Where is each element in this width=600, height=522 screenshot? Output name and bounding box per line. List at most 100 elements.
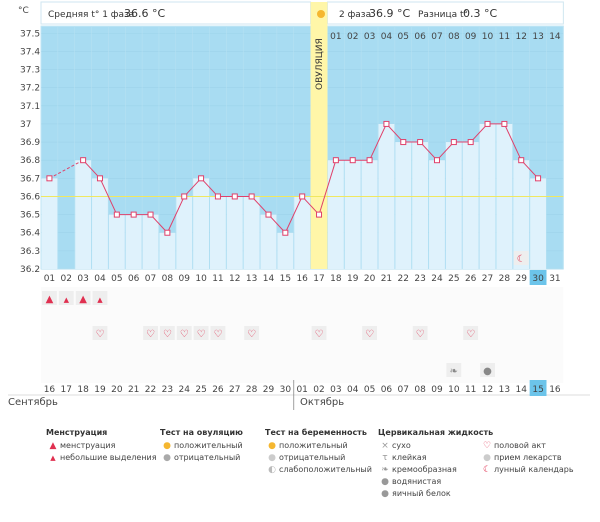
temperature-bar: [530, 178, 546, 269]
series-point: [231, 193, 238, 200]
date-label: 11: [465, 385, 476, 395]
legend-item: слабоположительный: [279, 465, 372, 474]
series-point: [198, 175, 205, 182]
post-ovulation-day: 06: [414, 32, 426, 42]
legend-menstruation: Менструация ▲ менструация ▲ небольшие выде…: [46, 428, 157, 464]
heart-icon: ♡: [365, 329, 374, 340]
temperature-bar: [294, 196, 311, 269]
cycle-day-label: 26: [465, 274, 477, 284]
series-segment: [284, 196, 303, 233]
legend-item: небольшие выделения: [60, 453, 157, 462]
cycle-day-label: 31: [549, 274, 560, 284]
creamy-mucus-icon: ❧: [450, 366, 458, 377]
temperature-bar: [125, 214, 142, 269]
date-label: 02: [313, 385, 324, 395]
temperature-bar: [429, 160, 445, 269]
series-segment: [419, 141, 438, 161]
series-point: [383, 120, 390, 127]
cycle-day-label: 23: [414, 274, 425, 284]
cycle-day-label: 25: [448, 274, 459, 284]
date-label: 07: [398, 385, 409, 395]
y-tick-label: 37.4: [20, 47, 40, 57]
heart-icon-cell: [143, 326, 158, 340]
moon-cell: [513, 251, 529, 265]
heart-icon: ♡: [163, 329, 172, 340]
legend-item: яичный белок: [392, 489, 451, 498]
cycle-days: 01 02 03 04 05 06 07 08 09 10 11 12 13 14 15 16 17 18 19 20…: [44, 270, 561, 285]
sun-icon: [317, 10, 325, 18]
month-september: Сентябрь: [8, 397, 58, 408]
cycle-day-label: 19: [347, 274, 359, 284]
post-ovulation-day: 04: [381, 32, 393, 42]
cycle-day-label: 30: [532, 274, 544, 284]
cycle-day-label: 02: [61, 274, 72, 284]
cycle-day-label: 28: [499, 274, 511, 284]
legend-ovulation-test: Тест на овуляцию ● положительный ● отрицат…: [160, 428, 243, 464]
date-label: 10: [448, 385, 460, 395]
legend-item: клейкая: [392, 453, 427, 462]
post-ovulation-day: 12: [515, 32, 526, 42]
phase2-value: 36.9 °C: [369, 7, 410, 20]
today-date-highlight: [529, 380, 547, 396]
cycle-day-label: 06: [128, 274, 140, 284]
legend-item: положительный: [279, 441, 348, 450]
heart-icon: ♡: [146, 329, 155, 340]
series-point: [450, 139, 457, 146]
post-ovulation-day: 05: [398, 32, 409, 42]
date-label: 06: [381, 385, 393, 395]
cycle-day-label: 05: [111, 274, 122, 284]
dry-icon: ×: [381, 441, 389, 451]
date-label: 01: [296, 385, 307, 395]
cycle-day-label: 08: [162, 274, 174, 284]
sun-icon: ●: [163, 441, 171, 451]
date-label: 05: [364, 385, 375, 395]
y-tick-label: 36.5: [20, 211, 40, 221]
temperature-bar: [445, 142, 462, 269]
series-segment: [99, 178, 118, 215]
legend-title: Менструация: [46, 428, 108, 437]
cycle-day-label: 03: [77, 274, 88, 284]
series-point: [417, 139, 424, 146]
series-segment: [520, 159, 539, 179]
y-tick-label: 37: [20, 120, 31, 130]
series-point: [80, 157, 87, 164]
series-point: [147, 211, 154, 218]
temperature-bar: [210, 196, 226, 269]
heart-icon-cell: [193, 326, 209, 340]
egg-white-icon-cell: [480, 363, 495, 377]
series-segment: [150, 214, 168, 234]
date-label: 17: [61, 385, 72, 395]
temperature-bar: [193, 178, 209, 269]
series-segment: [82, 159, 101, 179]
ovulation-label: ОВУЛЯЦИЯ: [315, 38, 325, 90]
positive-test-icon: ●: [268, 441, 276, 451]
temperature-bar: [277, 232, 294, 269]
menstruation-icon-cell: [42, 291, 57, 305]
post-ovulation-day: 01: [330, 32, 341, 42]
spotting-icon: ▲: [97, 296, 103, 304]
y-tick-label: 36.3: [20, 247, 40, 257]
temperature-bar: [108, 214, 125, 269]
temperature-bar: [159, 232, 176, 269]
legend-item: отрицательный: [279, 453, 346, 462]
cycle-day-label: 14: [263, 274, 275, 284]
series-segment: [268, 214, 286, 234]
date-label: 25: [195, 385, 206, 395]
heart-icon: ♡: [315, 329, 324, 340]
small-drop-icon: ▲: [50, 454, 56, 462]
y-tick-label: 36.2: [20, 265, 40, 275]
phase2-label: 2 фаза: [339, 10, 371, 20]
weak-test-icon: ◐: [268, 465, 276, 475]
series-point: [366, 157, 373, 164]
series-segment: [386, 123, 404, 143]
spotting-icon-cell: [92, 291, 108, 305]
date-label: 18: [77, 385, 89, 395]
legend-item: положительный: [174, 441, 243, 450]
legend-item: водянистая: [392, 477, 442, 486]
cycle-day-label: 18: [330, 274, 342, 284]
heart-icon-cell: [463, 326, 479, 340]
series-segment: [183, 177, 202, 197]
series-segment: [436, 141, 455, 161]
cycle-day-label: 10: [195, 274, 207, 284]
date-label: 13: [499, 385, 510, 395]
